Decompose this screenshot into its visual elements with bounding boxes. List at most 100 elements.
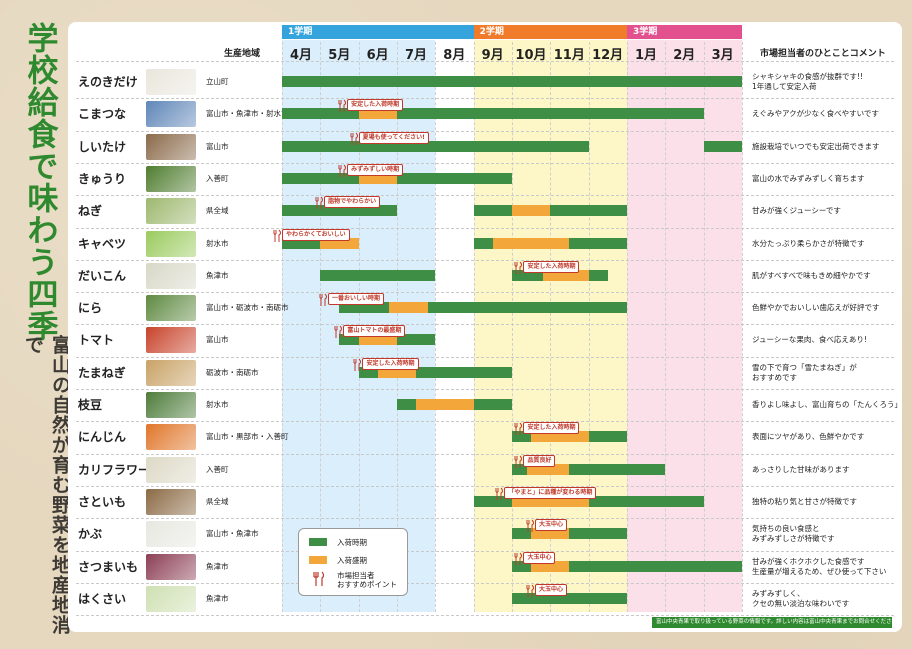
month-label: 10月 [515,48,547,63]
vegetable-photo [146,488,196,515]
comment-text: えぐみやアクが少なく食べやすいです [752,109,879,119]
comment-text: 色鮮やかでおいしい歯応えが好評です [752,303,880,313]
tip-callout: 大玉中心 [513,551,556,566]
comment-text: みずみずしく、 クセの無い淡泊な味わいです [752,588,850,608]
vegetable-name: ねぎ [78,204,103,219]
vegetable-name: さつまいも [78,559,139,574]
fork-knife-icon [526,519,534,533]
page-title: 学校給食で味わう四季 [21,22,58,342]
vegetable-photo [146,133,196,160]
tip-text: 「やまと」に品種が変わる時期 [504,486,597,499]
vegetable-name: 枝豆 [78,398,103,412]
bar-orange [358,108,397,120]
vegetable-photo [146,424,196,451]
fork-knife-icon [514,261,523,274]
row-divider [76,550,894,552]
vegetable-name: カリフラワー [78,462,151,477]
region-text: 富山市・砺波市・南砺市 [206,303,289,313]
row-divider [76,421,894,423]
month-gridline [626,42,628,612]
tip-callout: 安定した入荷時期 [513,260,580,275]
region-text: 富山市・魚津市・射水市 [206,109,289,119]
bar-orange [531,528,570,540]
vegetable-name: きゅうり [78,171,127,186]
month-gridline [665,42,667,612]
vegetable-name: かぶ [78,527,103,542]
fork-knife-icon [319,293,327,307]
month-gridline [703,42,705,612]
tip-callout: 大玉中心 [525,583,567,598]
fork-knife-icon [315,196,324,210]
bar-green [703,140,742,152]
tip-callout: やわらかくておいしい [272,228,350,243]
month-gridline [473,42,475,612]
month-label: 3月 [711,48,734,63]
tip-text: 一番おいしい時期 [327,293,384,306]
tip-text: 安定した入荷時期 [362,357,419,370]
region-text: 砺波市・南砺市 [206,367,259,377]
month-label: 8月 [443,48,466,63]
header-line [76,61,894,62]
comment-text: 甘みが強くホクホクした食感です 生産量が増えるため、ぜひ使って下さい [752,556,887,576]
legend-peak-label: 入荷盛期 [337,556,367,565]
region-header: 生産地域 [224,49,261,59]
fork-knife-icon [495,487,504,500]
bar-green [511,560,742,572]
comment-text: ジューシーな果肉、食べ応えあり! [752,335,867,345]
month-label: 2月 [673,48,696,63]
bar-green [320,269,436,281]
vegetable-photo [146,69,196,95]
comment-text: 肌がすべすべで味もきめ細やかです [752,270,871,280]
region-text: 富山市 [206,141,229,151]
vegetable-name: トマト [78,333,115,348]
month-gridline [435,42,437,612]
vegetable-photo [146,553,196,580]
month-label: 4月 [289,48,313,63]
bar-green [282,140,589,152]
vegetable-photo [146,101,196,128]
vegetable-photo [146,262,196,289]
tip-callout: みずみずしい時期 [337,163,404,178]
month-label: 9月 [481,48,504,63]
tip-callout: 大玉中心 [525,519,567,533]
region-text: 射水市 [206,238,229,248]
vegetable-name: だいこん [78,268,127,283]
region-text: 入善町 [206,464,229,474]
fork-knife-icon [353,358,362,371]
vegetable-photo [146,456,196,483]
bar-green [339,302,627,314]
bar-orange [492,237,570,249]
vegetable-photo [146,585,196,612]
month-gridline [550,42,552,612]
bar-orange [531,560,570,572]
vegetable-photo [146,198,196,225]
vegetable-photo [146,392,196,418]
tip-callout: 脂物でやわらかい [314,196,381,210]
legend-peak-swatch [309,556,327,564]
vegetable-name: はくさい [78,591,127,606]
fork-knife-icon [338,99,347,113]
comment-header: 市場担当者のひとことコメント [760,49,886,59]
comment-text: 甘みが強くジューシーです [752,206,841,216]
comment-text: 香りよし味よし、富山育ちの「たんくろう」 [752,400,902,409]
row-divider [76,324,894,326]
bar-orange [531,431,589,443]
bar-green [282,205,397,217]
region-text: 県全域 [206,496,229,506]
vegetable-photo [146,295,196,322]
region-text: 入善町 [206,173,229,183]
tip-text: 安定した入荷時期 [523,422,580,435]
tip-text: 安定した入荷時期 [347,99,404,112]
bar-orange [320,237,359,249]
row-divider [76,356,894,358]
vegetable-name: たまねぎ [78,365,126,380]
vegetable-photo [146,327,196,354]
bar-green [282,108,704,120]
fork-knife-icon [338,164,347,177]
month-label: 5月 [328,48,351,63]
fork-knife-icon [514,552,523,565]
bar-green [473,495,704,507]
tip-text: 脂物でやわらかい [324,196,381,209]
tip-callout: 安定した入荷時期 [513,422,580,436]
comment-text: 独特の粘り気と甘さが特徴です [752,496,857,506]
